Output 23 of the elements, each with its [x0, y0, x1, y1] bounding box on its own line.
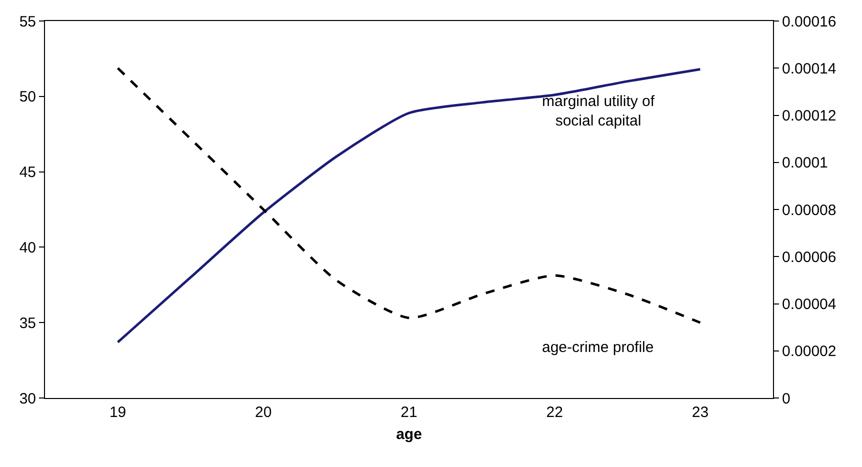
- y-tick-label: 35: [19, 314, 36, 332]
- y-tick-label: 50: [19, 88, 36, 106]
- y2-tick-label: 0.00014: [782, 60, 836, 78]
- y2-tick-label: 0.00008: [782, 202, 836, 219]
- y2-tick-label: 0.0001: [782, 154, 828, 172]
- y-tick-label: 45: [19, 164, 36, 182]
- series-label: marginal utility of social capital: [542, 93, 656, 130]
- y-tick-label: 40: [19, 239, 36, 256]
- y2-tick-label: 0.00004: [782, 296, 836, 313]
- y2-tick-label: 0: [782, 390, 790, 408]
- x-tick-label: 21: [400, 404, 418, 421]
- y2-tick-label: 0.00016: [782, 13, 836, 30]
- x-tick-label: 22: [546, 404, 563, 421]
- text: age-crime profile: [542, 339, 654, 356]
- y2-tick-label: 0.00002: [782, 343, 836, 360]
- y2-tick-label: 0.00006: [782, 248, 836, 266]
- x-tick-label: 19: [109, 404, 126, 421]
- x-tick-label: 20: [255, 404, 272, 421]
- x-axis-title: age: [396, 426, 422, 443]
- x-tick-label: 23: [692, 404, 709, 421]
- y2-tick-label: 0.00012: [782, 108, 836, 124]
- y-tick-label: 55: [19, 13, 36, 30]
- y-tick-label: 30: [19, 390, 36, 408]
